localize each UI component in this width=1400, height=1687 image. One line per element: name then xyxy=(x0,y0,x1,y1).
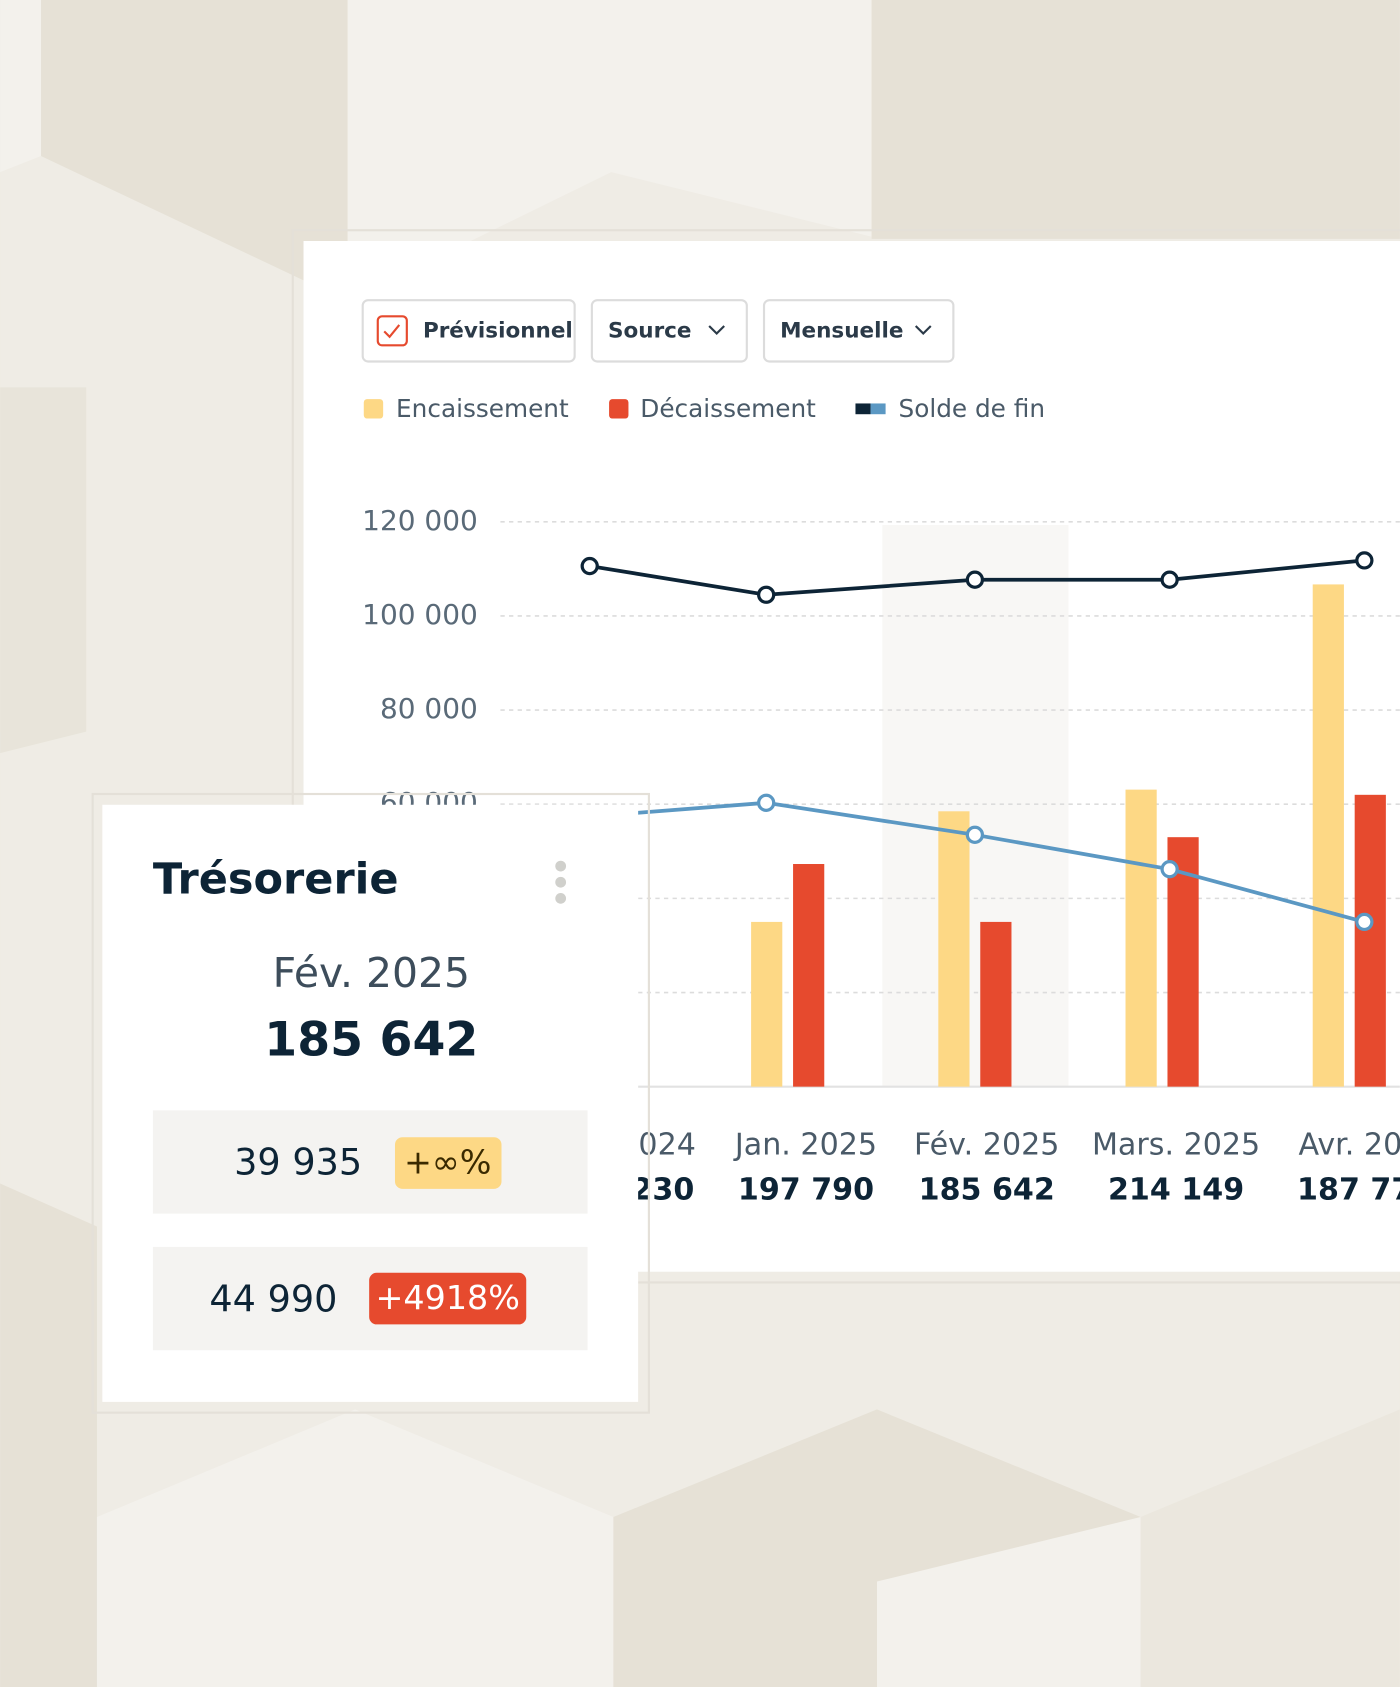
legend-swatch xyxy=(870,403,886,415)
bar xyxy=(980,921,1012,1087)
forecast-toggle[interactable] xyxy=(361,299,576,363)
card-month: Fév. 2025 xyxy=(273,949,470,997)
category-total: 185 642 xyxy=(919,1173,1055,1208)
point xyxy=(1160,860,1179,879)
source-label[interactable]: Source xyxy=(608,318,692,343)
bar xyxy=(1125,789,1157,1087)
point xyxy=(1160,570,1179,589)
chevron xyxy=(708,325,725,336)
treasury-card: Trésorerie Fév. 2025 185 642 39 935 +∞% … xyxy=(91,792,650,1414)
period-label[interactable]: Mensuelle xyxy=(780,318,903,343)
y-tick-label: 120 000 xyxy=(362,504,478,537)
point xyxy=(965,570,985,589)
category-total: 197 790 xyxy=(738,1173,874,1208)
card-frame xyxy=(291,229,1400,1284)
point xyxy=(1355,551,1374,570)
category-total: 214 149 xyxy=(1108,1173,1244,1208)
legend-label: Solde de fin xyxy=(899,394,1046,423)
chevron xyxy=(914,325,932,336)
legend-label: Décaissement xyxy=(640,394,816,423)
check-icon xyxy=(383,324,401,339)
card-total: 185 642 xyxy=(264,1013,478,1068)
legend-swatch xyxy=(609,399,629,419)
change-label: +4918% xyxy=(375,1278,519,1317)
point xyxy=(1355,912,1374,932)
forecast-label[interactable]: Prévisionnel xyxy=(423,318,573,343)
row xyxy=(152,1110,588,1214)
period-dropdown[interactable] xyxy=(762,299,955,363)
legend-label: Encaissement xyxy=(396,394,569,423)
y-tick-label: 100 000 xyxy=(362,598,478,631)
bar xyxy=(1312,584,1344,1087)
x-tick-label: Mars. 2025 xyxy=(1092,1127,1260,1162)
x-tick-label: Jan. 2025 xyxy=(733,1127,877,1162)
legend-swatch xyxy=(855,403,871,415)
x-tick-label: 024 xyxy=(638,1127,695,1162)
bar xyxy=(793,864,825,1087)
legend-swatch xyxy=(363,399,384,419)
bar xyxy=(1354,794,1386,1087)
menu-dot[interactable] xyxy=(555,860,567,872)
bar xyxy=(938,811,970,1087)
bar xyxy=(1167,837,1199,1087)
category-total: 187 77 xyxy=(1297,1173,1400,1208)
x-tick-label: Avr. 20 xyxy=(1299,1127,1400,1162)
controls: Prévisionnel Source Mensuelle xyxy=(361,299,955,363)
change-badge xyxy=(394,1137,502,1189)
source-dropdown[interactable] xyxy=(590,299,748,363)
row-amount: 39 935 xyxy=(234,1141,362,1184)
point xyxy=(580,556,599,576)
card-frame xyxy=(91,792,650,1414)
checkbox[interactable] xyxy=(376,315,408,347)
x-tick-label: Fév. 2025 xyxy=(914,1127,1059,1162)
change-label: +∞% xyxy=(404,1143,491,1182)
highlight-band xyxy=(882,525,1069,1087)
point xyxy=(757,585,776,604)
menu-dot[interactable] xyxy=(555,892,567,904)
point xyxy=(757,793,776,812)
menu-dot[interactable] xyxy=(555,876,567,888)
point xyxy=(965,825,985,844)
row-amount: 44 990 xyxy=(209,1277,337,1320)
card-title: Trésorerie xyxy=(153,855,399,905)
change-badge xyxy=(369,1272,527,1325)
y-tick-label: 80 000 xyxy=(380,692,478,725)
category-total: 230 xyxy=(631,1173,694,1208)
bar xyxy=(751,921,783,1087)
